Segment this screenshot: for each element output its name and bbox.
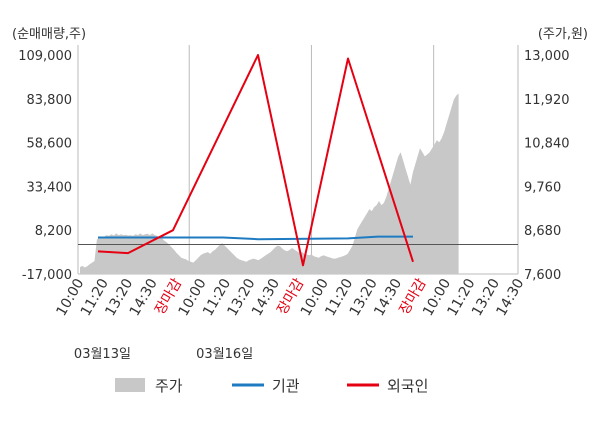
left-tick-label: 8,200 [35,224,72,239]
legend-label: 기관 [272,377,300,395]
date-label: 03월13일 [74,347,131,362]
right-tick-label: 7,600 [524,268,561,283]
legend-label: 외국인 [387,377,428,395]
left-tick-label: -17,000 [22,268,72,283]
foreign-line [97,54,414,267]
left-tick-label: 83,800 [27,93,73,108]
legend: 주가 기관 외국인 [115,377,428,395]
left-tick-label: 58,600 [27,137,73,152]
right-tick-label: 11,920 [524,93,570,108]
left-tick-label: 109,000 [18,49,72,64]
right-tick-label: 8,680 [524,224,561,239]
institution-line [98,235,413,241]
legend-swatch-price [115,378,145,392]
right-tick-label: 10,840 [524,137,570,152]
legend-label: 주가 [155,377,183,395]
right-axis-unit: (주가,원) [538,27,588,42]
right-tick-label: 9,760 [524,180,561,195]
series-line-layer [78,54,518,267]
right-tick-label: 13,000 [524,49,570,64]
left-tick-label: 33,400 [27,180,73,195]
price-area-layer [80,93,459,274]
left-axis-unit: (순매매량,주) [12,27,86,42]
price-area [80,93,459,274]
axis-layer: 109,000 83,800 58,600 33,400 8,200 -17,000 13,… [12,27,588,362]
date-label: 03월16일 [196,347,253,362]
